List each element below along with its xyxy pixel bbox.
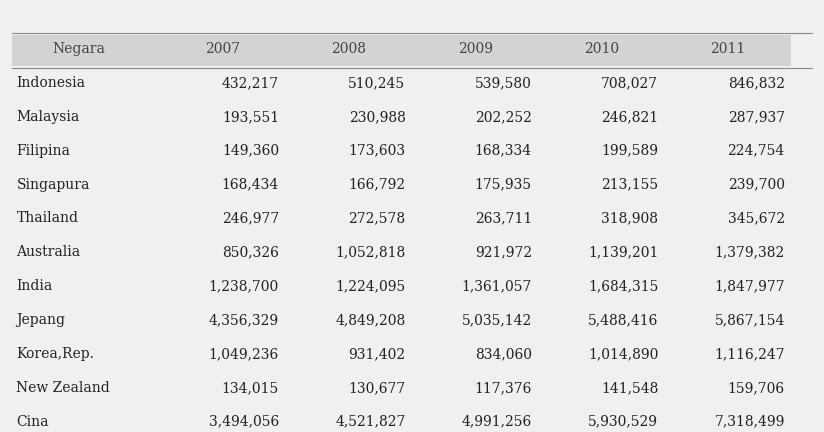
- Text: 1,684,315: 1,684,315: [588, 279, 658, 293]
- Text: 1,379,382: 1,379,382: [714, 245, 784, 259]
- Text: Filipina: Filipina: [16, 144, 70, 158]
- Text: 345,672: 345,672: [728, 211, 784, 226]
- Text: 149,360: 149,360: [222, 144, 279, 158]
- Text: 117,376: 117,376: [475, 381, 532, 395]
- Text: 2011: 2011: [710, 42, 746, 56]
- Text: 230,988: 230,988: [349, 110, 405, 124]
- Text: Indonesia: Indonesia: [16, 76, 86, 90]
- Text: 2010: 2010: [584, 42, 619, 56]
- Text: 5,930,529: 5,930,529: [588, 415, 658, 429]
- Text: 224,754: 224,754: [728, 144, 784, 158]
- Text: 173,603: 173,603: [349, 144, 405, 158]
- Text: 1,049,236: 1,049,236: [208, 347, 279, 361]
- Text: 5,488,416: 5,488,416: [588, 313, 658, 327]
- Text: 263,711: 263,711: [475, 211, 532, 226]
- Text: 193,551: 193,551: [222, 110, 279, 124]
- Text: 213,155: 213,155: [602, 178, 658, 191]
- Text: 1,052,818: 1,052,818: [335, 245, 405, 259]
- Text: 239,700: 239,700: [728, 178, 784, 191]
- Text: Singapura: Singapura: [16, 178, 90, 191]
- Text: 1,116,247: 1,116,247: [714, 347, 784, 361]
- Text: Korea,Rep.: Korea,Rep.: [16, 347, 94, 361]
- Text: Jepang: Jepang: [16, 313, 65, 327]
- Text: Malaysia: Malaysia: [16, 110, 80, 124]
- Text: 246,821: 246,821: [602, 110, 658, 124]
- Text: 175,935: 175,935: [475, 178, 532, 191]
- Text: 539,580: 539,580: [475, 76, 532, 90]
- Text: 318,908: 318,908: [602, 211, 658, 226]
- Text: 168,434: 168,434: [222, 178, 279, 191]
- Text: 708,027: 708,027: [602, 76, 658, 90]
- Text: 1,224,095: 1,224,095: [335, 279, 405, 293]
- Text: Negara: Negara: [52, 42, 105, 56]
- Text: 4,521,827: 4,521,827: [335, 415, 405, 429]
- Text: 130,677: 130,677: [349, 381, 405, 395]
- Text: 5,867,154: 5,867,154: [714, 313, 784, 327]
- Text: Australia: Australia: [16, 245, 81, 259]
- Text: 159,706: 159,706: [728, 381, 784, 395]
- Text: 4,356,329: 4,356,329: [209, 313, 279, 327]
- Text: 1,847,977: 1,847,977: [714, 279, 784, 293]
- Text: India: India: [16, 279, 53, 293]
- Text: 168,334: 168,334: [475, 144, 532, 158]
- Text: 834,060: 834,060: [475, 347, 532, 361]
- Text: 246,977: 246,977: [222, 211, 279, 226]
- Text: 510,245: 510,245: [349, 76, 405, 90]
- Text: 1,014,890: 1,014,890: [588, 347, 658, 361]
- Text: 4,991,256: 4,991,256: [461, 415, 532, 429]
- Text: 5,035,142: 5,035,142: [461, 313, 532, 327]
- Text: 1,361,057: 1,361,057: [461, 279, 532, 293]
- Text: 2009: 2009: [457, 42, 493, 56]
- Text: 2007: 2007: [205, 42, 240, 56]
- Text: 846,832: 846,832: [728, 76, 784, 90]
- Text: 850,326: 850,326: [222, 245, 279, 259]
- Text: 1,139,201: 1,139,201: [588, 245, 658, 259]
- Text: 166,792: 166,792: [349, 178, 405, 191]
- Text: 141,548: 141,548: [601, 381, 658, 395]
- Text: 2008: 2008: [331, 42, 367, 56]
- Text: 7,318,499: 7,318,499: [714, 415, 784, 429]
- Text: 272,578: 272,578: [349, 211, 405, 226]
- Text: 4,849,208: 4,849,208: [335, 313, 405, 327]
- Text: 931,402: 931,402: [349, 347, 405, 361]
- Text: Cina: Cina: [16, 415, 49, 429]
- Text: 921,972: 921,972: [475, 245, 532, 259]
- Text: 432,217: 432,217: [222, 76, 279, 90]
- Text: Thailand: Thailand: [16, 211, 78, 226]
- Text: 3,494,056: 3,494,056: [208, 415, 279, 429]
- Text: New Zealand: New Zealand: [16, 381, 110, 395]
- Text: 1,238,700: 1,238,700: [208, 279, 279, 293]
- Text: 202,252: 202,252: [475, 110, 532, 124]
- Text: 287,937: 287,937: [728, 110, 784, 124]
- Bar: [12, 35, 791, 66]
- Text: 199,589: 199,589: [602, 144, 658, 158]
- Text: 134,015: 134,015: [222, 381, 279, 395]
